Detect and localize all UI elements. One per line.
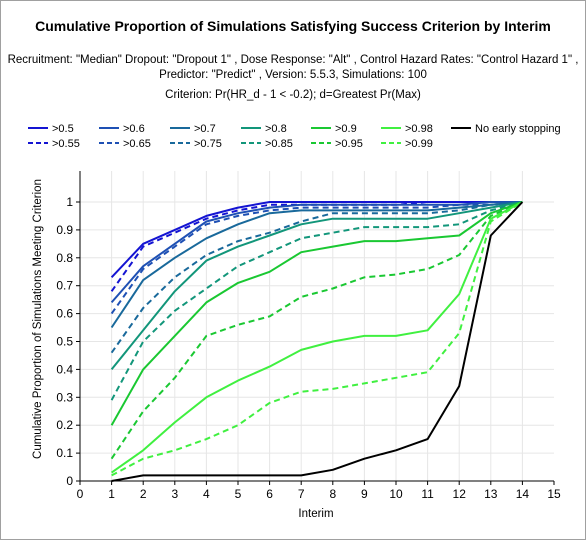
legend-label-10: >0.98 — [405, 123, 433, 135]
legend-label-11: >0.99 — [405, 138, 433, 150]
x-tick-label: 6 — [266, 487, 273, 501]
legend-label-8: >0.9 — [335, 123, 357, 135]
y-tick-label: 0.6 — [56, 307, 73, 321]
x-tick-label: 0 — [77, 487, 84, 501]
legend-label-9: >0.95 — [335, 138, 363, 150]
series-group — [110, 201, 524, 482]
series-line-6 — [110, 201, 523, 371]
series-line-8 — [110, 201, 523, 426]
chart-criterion: Criterion: Pr(HR_d - 1 < -0.2); d=Greate… — [165, 89, 421, 101]
x-tick-label: 5 — [235, 487, 242, 501]
legend-label-4: >0.7 — [194, 123, 216, 135]
axes: 0 1 2 3 4 5 6 7 8 9 10 11 12 13 14 1500.10.20.30.40.50.… — [56, 171, 561, 501]
x-tick-label: 7 — [298, 487, 305, 501]
y-tick-label: 0.7 — [56, 279, 73, 293]
x-tick-label: 2 — [140, 487, 147, 501]
series-line-4 — [110, 201, 523, 329]
x-tick-label: 11 — [421, 487, 434, 501]
x-tick-label: 14 — [516, 487, 530, 501]
series-line-9 — [110, 201, 523, 460]
y-tick-label: 0.4 — [56, 362, 73, 376]
legend-label-0: >0.5 — [52, 123, 74, 135]
x-tick-label: 13 — [484, 487, 498, 501]
series-line-10 — [111, 201, 523, 474]
x-tick-label: 12 — [453, 487, 467, 501]
y-tick-label: 0.1 — [56, 446, 73, 460]
series-line-11 — [111, 201, 523, 477]
y-tick-label: 0.9 — [56, 223, 73, 237]
series-line-3 — [110, 201, 523, 315]
x-tick-label: 8 — [329, 487, 336, 501]
legend-label-12: No early stopping — [475, 123, 561, 135]
legend-label-1: >0.55 — [52, 138, 80, 150]
legend-label-6: >0.8 — [265, 123, 287, 135]
y-tick-label: 0.2 — [56, 418, 73, 432]
legend-label-3: >0.65 — [123, 138, 151, 150]
x-tick-label: 1 — [108, 487, 115, 501]
series-line-7 — [110, 201, 523, 401]
series-line-12 — [111, 201, 524, 482]
series-line-5 — [110, 201, 523, 354]
legend-label-5: >0.75 — [194, 138, 222, 150]
chart-subtitle-line-1: Recruitment: "Median" Dropout: "Dropout … — [8, 54, 579, 66]
y-tick-label: 1 — [66, 195, 73, 209]
y-tick-label: 0 — [66, 474, 73, 488]
x-axis-label: Interim — [298, 508, 333, 520]
x-tick-label: 4 — [203, 487, 210, 501]
x-tick-label: 9 — [361, 487, 368, 501]
y-tick-label: 0.5 — [56, 335, 73, 349]
x-tick-label: 10 — [389, 487, 403, 501]
legend-label-2: >0.6 — [123, 123, 145, 135]
chart-subtitle-line-2: Predictor: "Predict" , Version: 5.5.3, S… — [159, 69, 427, 81]
legend-label-7: >0.85 — [265, 138, 293, 150]
chart-title: Cumulative Proportion of Simulations Sat… — [35, 18, 551, 34]
legend: >0.5 >0.55 >0.6 >0.65 >0.7 >0.75 >0.8 >0.85 >0.9… — [28, 123, 561, 150]
x-tick-label: 3 — [171, 487, 178, 501]
y-axis-label: Cumulative Proportion of Simulations Mee… — [32, 179, 44, 459]
y-tick-label: 0.8 — [56, 251, 73, 265]
x-tick-label: 15 — [547, 487, 561, 501]
y-tick-label: 0.3 — [56, 390, 73, 404]
